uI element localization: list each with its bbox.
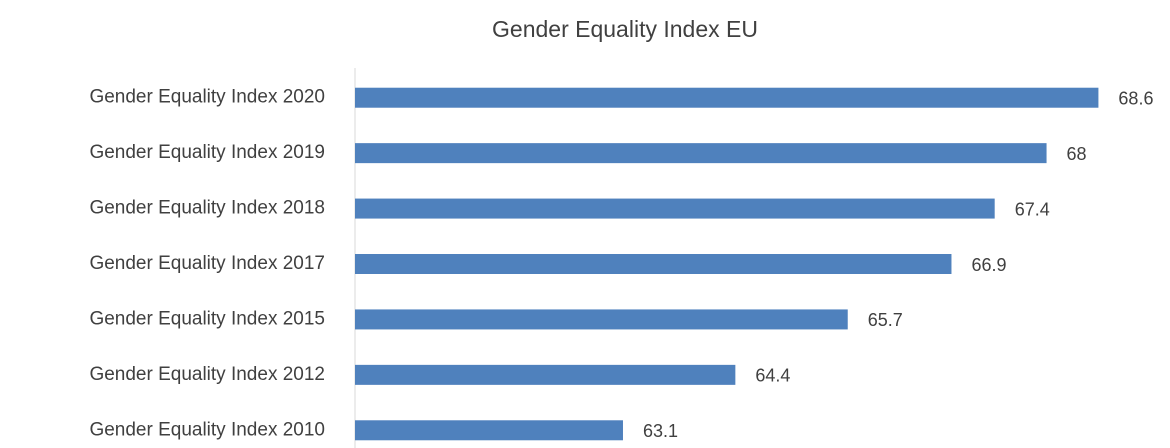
value-label: 68 bbox=[1067, 144, 1087, 164]
category-label: Gender Equality Index 2018 bbox=[89, 198, 325, 219]
bar bbox=[355, 143, 1047, 164]
bar bbox=[355, 364, 736, 385]
value-label: 66.9 bbox=[971, 255, 1006, 275]
category-label: Gender Equality Index 2020 bbox=[89, 87, 325, 108]
chart-title: Gender Equality Index EU bbox=[492, 16, 758, 42]
value-label: 63.1 bbox=[643, 421, 678, 441]
category-label: Gender Equality Index 2015 bbox=[89, 308, 325, 329]
category-label: Gender Equality Index 2017 bbox=[89, 253, 325, 274]
category-label: Gender Equality Index 2010 bbox=[89, 419, 325, 440]
category-label: Gender Equality Index 2012 bbox=[89, 364, 325, 385]
bar bbox=[355, 309, 848, 330]
category-label: Gender Equality Index 2019 bbox=[89, 142, 325, 163]
value-label: 65.7 bbox=[868, 310, 903, 330]
value-label: 67.4 bbox=[1015, 199, 1050, 219]
bar bbox=[355, 420, 623, 441]
bar bbox=[355, 254, 952, 274]
value-label: 64.4 bbox=[755, 366, 790, 386]
bar bbox=[355, 198, 995, 219]
bar bbox=[355, 87, 1099, 108]
value-label: 68.6 bbox=[1118, 88, 1153, 108]
